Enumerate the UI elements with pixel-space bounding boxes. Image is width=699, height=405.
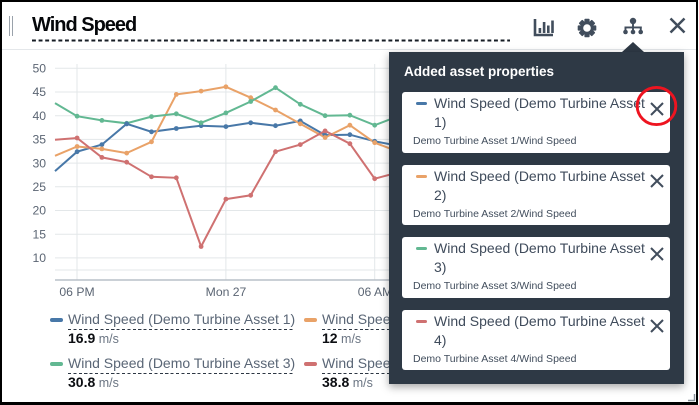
svg-text:30: 30 (32, 156, 46, 170)
svg-text:06 PM: 06 PM (59, 285, 94, 299)
svg-text:35: 35 (32, 133, 46, 147)
svg-text:45: 45 (32, 85, 46, 99)
svg-text:25: 25 (32, 180, 46, 194)
svg-text:50: 50 (32, 62, 46, 76)
svg-text:20: 20 (32, 204, 46, 218)
svg-text:06 AM: 06 AM (358, 285, 393, 299)
svg-text:Mon 27: Mon 27 (206, 285, 247, 299)
svg-text:15: 15 (32, 227, 46, 241)
svg-text:10: 10 (32, 251, 46, 265)
svg-text:40: 40 (32, 109, 46, 123)
